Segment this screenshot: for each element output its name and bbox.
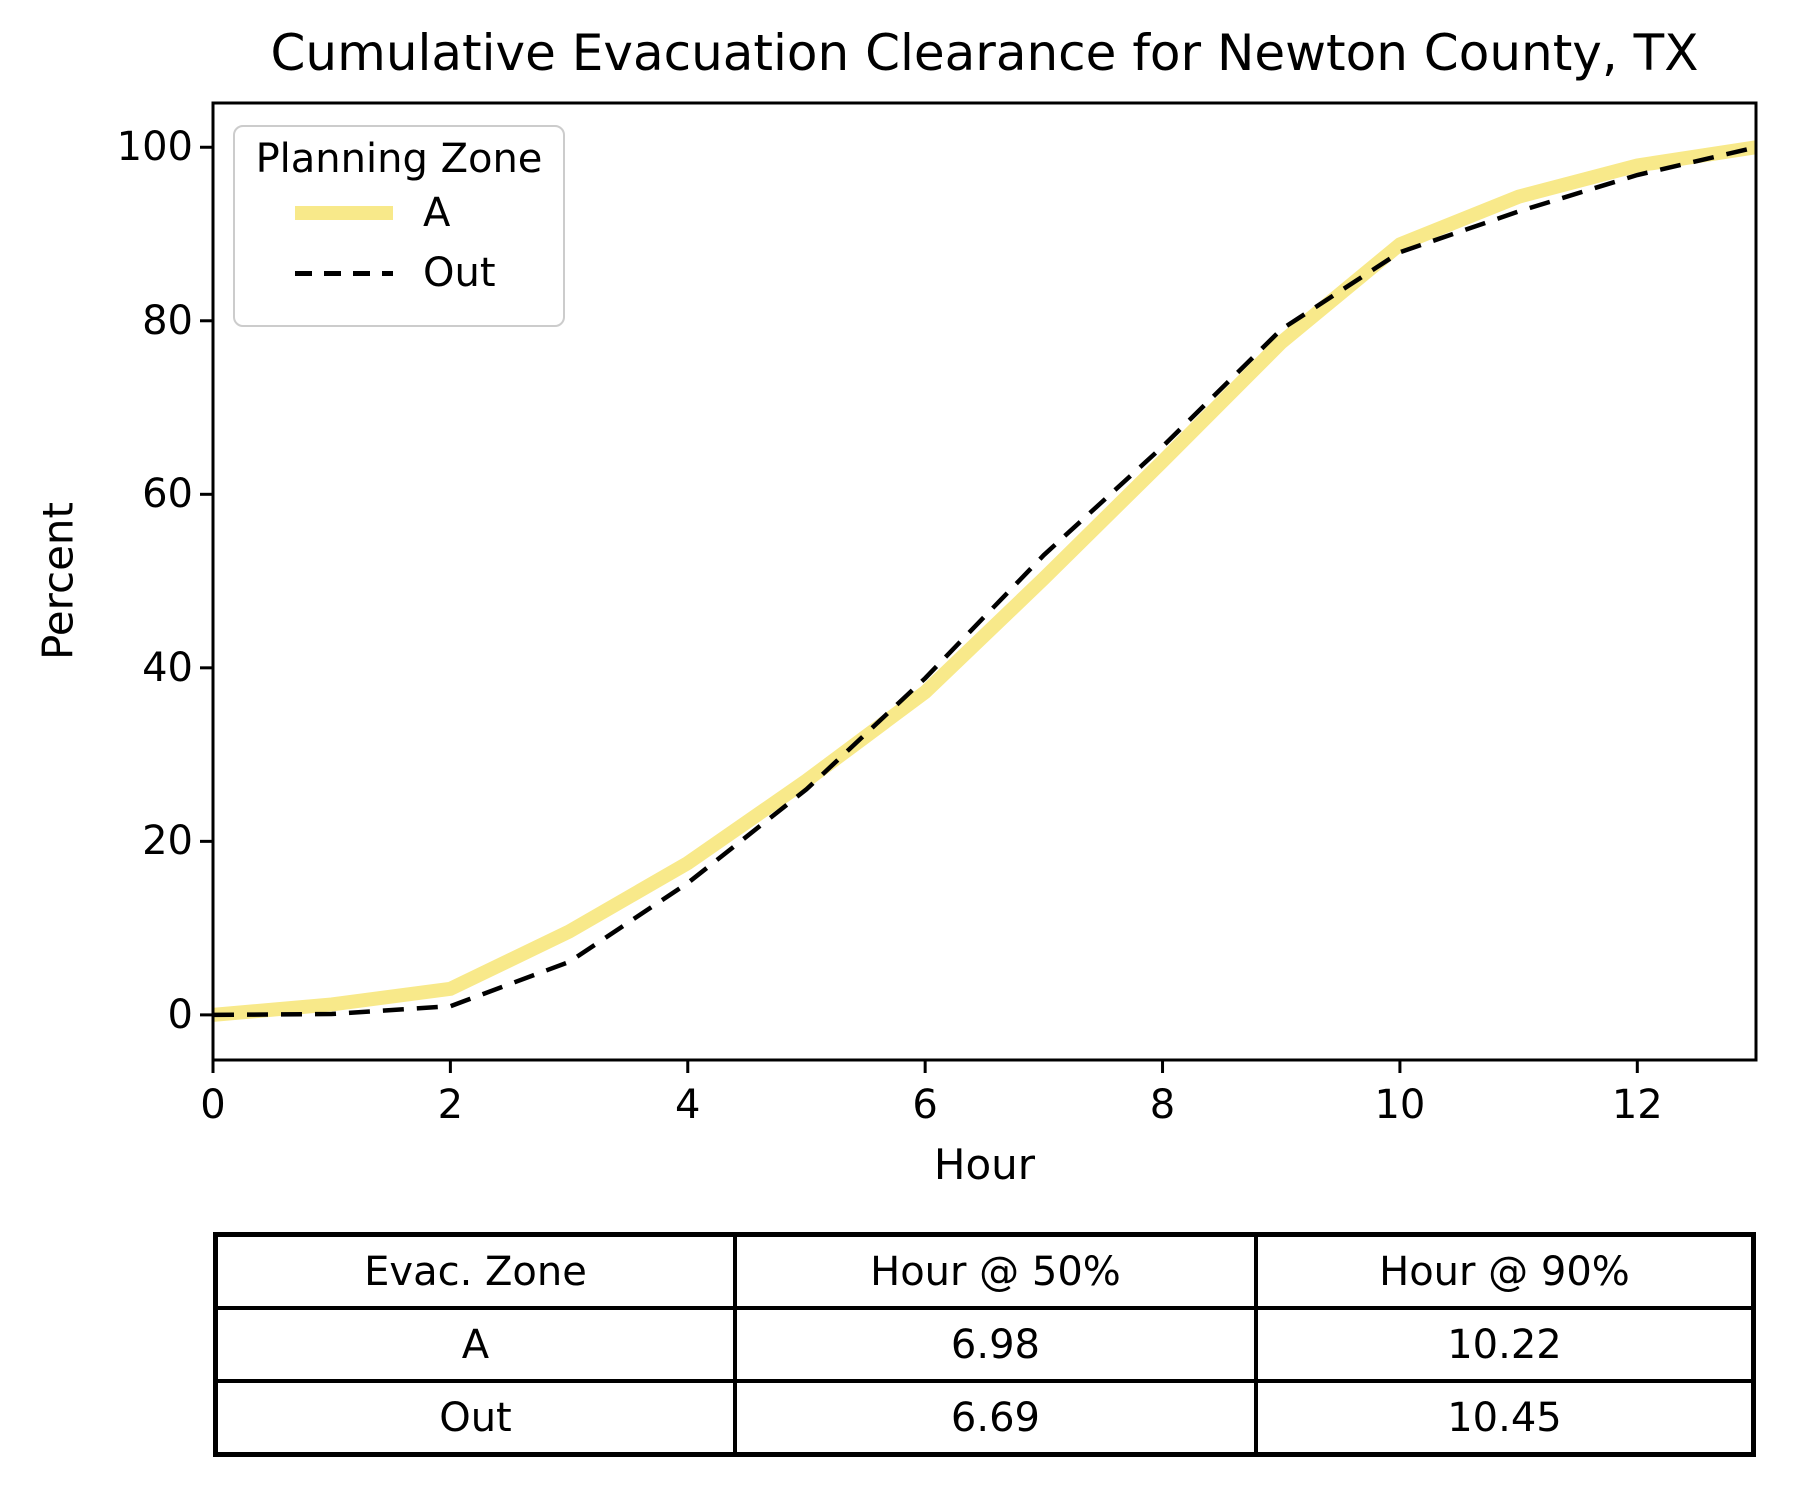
legend-item-a: A xyxy=(235,183,563,243)
series-line-a xyxy=(212,140,1758,1022)
legend-item-label: Out xyxy=(423,250,496,296)
table-data-cell: 10.45 xyxy=(1255,1381,1753,1454)
legend-item-out: Out xyxy=(235,243,563,303)
table-header-cell: Hour @ 90% xyxy=(1255,1235,1753,1308)
x-tick-label: 12 xyxy=(1611,1082,1663,1128)
x-tick-label: 4 xyxy=(675,1082,701,1128)
clearance-summary-table: Evac. Zone Hour @ 50% Hour @ 90% A 6.98 10.22… xyxy=(213,1232,1756,1457)
dashed-line-swatch xyxy=(295,270,393,276)
table-data-cell: 6.98 xyxy=(734,1308,1256,1381)
x-axis-label: Hour xyxy=(933,1140,1036,1189)
y-tick-label: 20 xyxy=(142,818,193,865)
x-tick-label: 8 xyxy=(1149,1082,1176,1128)
table-data-cell: A xyxy=(216,1308,735,1381)
y-tick-label: 100 xyxy=(116,124,193,171)
chart-title: Cumulative Evacuation Clearance for Newt… xyxy=(270,24,1699,82)
x-tick-label: 0 xyxy=(200,1082,226,1128)
y-tick-label: 40 xyxy=(142,644,193,691)
legend-rows: A Out xyxy=(235,183,563,303)
legend-title: Planning Zone xyxy=(255,136,543,182)
plot-border xyxy=(211,101,1758,1062)
x-tick-label: 6 xyxy=(912,1082,938,1128)
y-axis-label: Percent xyxy=(33,501,83,661)
legend: Planning Zone A Out xyxy=(233,125,565,327)
y-tick-label: 0 xyxy=(167,991,193,1038)
series-line-out xyxy=(212,145,1757,1018)
axis-tick-marks xyxy=(200,145,1639,1073)
table-header-cell: Evac. Zone xyxy=(216,1235,735,1308)
x-tick-label: 2 xyxy=(437,1082,464,1128)
solid-line-swatch xyxy=(295,206,393,220)
table-data-cell: Out xyxy=(216,1381,735,1454)
clearance-curves xyxy=(212,140,1758,1022)
y-tick-label: 60 xyxy=(142,471,193,518)
x-tick-label: 10 xyxy=(1374,1082,1426,1128)
table-data-cell: 6.69 xyxy=(734,1381,1256,1454)
table-data-cell: 10.22 xyxy=(1255,1308,1753,1381)
legend-item-label: A xyxy=(423,190,451,236)
y-tick-label: 80 xyxy=(142,297,193,344)
table-header-cell: Hour @ 50% xyxy=(734,1235,1256,1308)
